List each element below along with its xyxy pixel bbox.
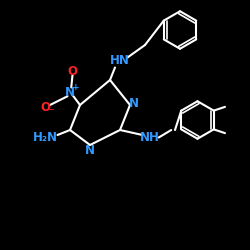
Text: ⁻: ⁻ [48,107,54,117]
Text: O: O [68,65,78,78]
Text: +: + [72,83,80,92]
Text: O: O [40,101,50,114]
Text: H₂N: H₂N [32,131,58,144]
Text: HN: HN [110,54,130,66]
Text: NH: NH [140,131,160,144]
Text: N: N [129,97,139,110]
Text: N: N [65,86,75,99]
Text: N: N [85,144,95,156]
